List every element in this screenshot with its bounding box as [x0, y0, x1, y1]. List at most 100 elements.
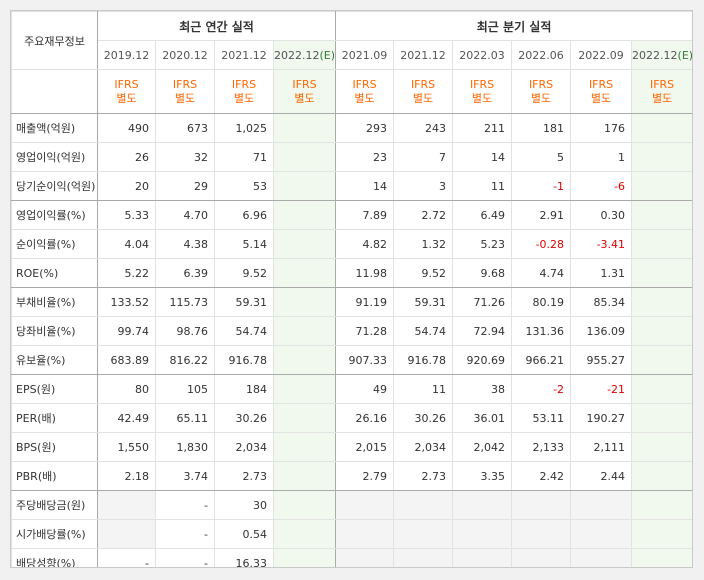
table-row: EPS(원) 80 105 184 49 11 38 -2 -21 — [11, 374, 692, 404]
value-cell: 2.73 — [393, 461, 454, 491]
value-cell — [272, 171, 337, 201]
value-cell: 29 — [155, 171, 215, 201]
period-label: 2022.12 — [632, 48, 678, 62]
value-cell — [272, 374, 337, 404]
row-label: PER(배) — [11, 403, 98, 433]
value-cell — [272, 345, 337, 375]
value-cell — [97, 519, 156, 549]
value-cell — [272, 432, 337, 462]
value-cell — [272, 519, 337, 549]
table-row: PBR(배) 2.18 3.74 2.73 2.79 2.73 3.35 2.42 2.44 — [11, 461, 692, 491]
period-header: 2022.12(E) — [272, 40, 337, 70]
period-header: 2022.09 — [570, 40, 633, 70]
period-header: 2021.09 — [335, 40, 395, 70]
value-cell: 2,042 — [452, 432, 513, 462]
value-cell: 2,111 — [570, 432, 633, 462]
value-cell — [631, 316, 692, 346]
period-label: 2021.12 — [221, 48, 267, 62]
table-row: 유보율(%) 683.89 816.22 916.78 907.33 916.78 920.… — [11, 345, 692, 375]
basis-type: 별도 — [530, 91, 552, 105]
table-row: 당좌비율(%) 99.74 98.76 54.74 71.28 54.74 72.94 131… — [11, 316, 692, 346]
value-cell: 1.32 — [393, 229, 454, 259]
value-cell: 5.23 — [452, 229, 513, 259]
value-cell — [631, 432, 692, 462]
value-cell: 131.36 — [511, 316, 572, 346]
value-cell: 2,034 — [393, 432, 454, 462]
value-cell: 1 — [570, 142, 633, 172]
financial-summary-panel: 주요재무정보 최근 연간 실적 최근 분기 실적 2019.12 2020.12 2… — [10, 10, 693, 568]
period-label: 2022.06 — [518, 48, 564, 62]
row-label: 영업이익률(%) — [11, 200, 98, 230]
row-label: 배당성향(%) — [11, 548, 98, 567]
value-cell: 11.98 — [335, 258, 395, 288]
value-cell: 53 — [214, 171, 274, 201]
value-cell: 59.31 — [393, 287, 454, 317]
value-cell — [97, 490, 156, 520]
value-cell: 966.21 — [511, 345, 572, 375]
value-cell: 4.82 — [335, 229, 395, 259]
row-label: BPS(원) — [11, 432, 98, 462]
value-cell: 2,133 — [511, 432, 572, 462]
basis-type: 별도 — [590, 91, 612, 105]
value-cell: 293 — [335, 113, 395, 143]
value-cell: 683.89 — [97, 345, 156, 375]
value-cell: 4.70 — [155, 200, 215, 230]
value-cell: - — [155, 490, 215, 520]
value-cell: 30 — [214, 490, 274, 520]
value-cell: 23 — [335, 142, 395, 172]
basis-standard: IFRS — [528, 77, 554, 91]
value-cell: 9.52 — [214, 258, 274, 288]
basis-type: 별도 — [294, 91, 315, 105]
value-cell — [631, 548, 692, 567]
value-cell: 36.01 — [452, 403, 513, 433]
value-cell: 955.27 — [570, 345, 633, 375]
value-cell — [511, 490, 572, 520]
period-header: 2020.12 — [155, 40, 215, 70]
value-cell: 5.33 — [97, 200, 156, 230]
value-cell: 190.27 — [570, 403, 633, 433]
value-cell: 54.74 — [214, 316, 274, 346]
value-cell: - — [97, 548, 156, 567]
table-row: 배당성향(%) - -16.33 — [11, 548, 692, 567]
value-cell: 2.72 — [393, 200, 454, 230]
value-cell: 49 — [335, 374, 395, 404]
value-cell — [631, 142, 692, 172]
basis-standard: IFRS — [649, 77, 675, 91]
value-cell — [570, 548, 633, 567]
accounting-basis: IFRS 별도 — [393, 69, 454, 114]
value-cell — [631, 519, 692, 549]
row-label: 주당배당금(원) — [11, 490, 98, 520]
accounting-basis: IFRS 별도 — [631, 69, 692, 114]
estimate-mark: (E) — [319, 48, 336, 62]
row-label: 당좌비율(%) — [11, 316, 98, 346]
accounting-basis: IFRS 별도 — [97, 69, 156, 114]
value-cell: 59.31 — [214, 287, 274, 317]
period-header-row: 2019.12 2020.12 2021.12 2022.12(E) 2021.09 20… — [12, 40, 692, 70]
row-label: 부채비율(%) — [11, 287, 98, 317]
value-cell: 30.26 — [214, 403, 274, 433]
accounting-basis: IFRS 별도 — [511, 69, 572, 114]
value-cell: 16.33 — [214, 548, 274, 567]
value-cell: 490 — [97, 113, 156, 143]
value-cell — [272, 548, 337, 567]
value-cell: 1,550 — [97, 432, 156, 462]
value-cell: 54.74 — [393, 316, 454, 346]
table-row: 영업이익(억원) 26 32 71 23 7 14 5 1 — [11, 142, 692, 172]
table-row: 영업이익률(%) 5.33 4.70 6.96 7.89 2.72 6.49 2.91 0.30 — [11, 200, 692, 230]
value-cell — [570, 490, 633, 520]
value-cell — [452, 519, 513, 549]
value-cell: 4.38 — [155, 229, 215, 259]
basis-type: 별도 — [471, 91, 493, 105]
value-cell: - — [155, 519, 215, 549]
value-cell: 136.09 — [570, 316, 633, 346]
accounting-basis: IFRS 별도 — [335, 69, 395, 114]
corner-header: 주요재무정보 — [11, 11, 98, 70]
period-label: 2021.12 — [400, 48, 446, 62]
value-cell: 3.74 — [155, 461, 215, 491]
value-cell — [272, 403, 337, 433]
header-group-row: 주요재무정보 최근 연간 실적 최근 분기 실적 — [11, 11, 692, 70]
value-cell: 99.74 — [97, 316, 156, 346]
value-cell: 11 — [393, 374, 454, 404]
basis-standard: IFRS — [410, 77, 436, 91]
value-cell — [393, 490, 454, 520]
